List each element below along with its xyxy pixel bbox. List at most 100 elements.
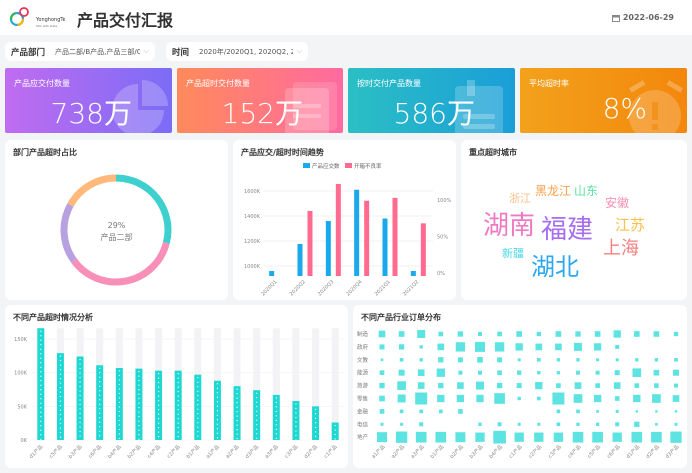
heatmap-cell[interactable]	[595, 422, 600, 426]
heatmap-cell[interactable]	[535, 343, 543, 351]
word-5[interactable]: 安徽	[605, 196, 630, 210]
heatmap-cell[interactable]	[458, 409, 463, 414]
heatmap-cell[interactable]	[415, 392, 428, 405]
heatmap-cell[interactable]	[574, 382, 582, 389]
heatmap-cell[interactable]	[575, 331, 581, 337]
heatmap-cell[interactable]	[457, 357, 463, 363]
bar-defect-rate[interactable]	[307, 210, 313, 276]
legend-label[interactable]: 开箱不良率	[354, 162, 382, 170]
heatmap-cell[interactable]	[576, 358, 580, 362]
word-8[interactable]: 浙江	[509, 192, 531, 205]
word-0[interactable]: 湖南	[483, 211, 536, 241]
bar-defect-rate[interactable]	[420, 223, 426, 276]
heatmap-cell[interactable]	[379, 344, 385, 350]
heatmap-cell[interactable]	[596, 358, 600, 362]
heatmap-cell[interactable]	[494, 393, 505, 404]
bar[interactable]	[76, 356, 84, 440]
heatmap-cell[interactable]	[655, 422, 658, 426]
heatmap-cell[interactable]	[517, 370, 522, 375]
heatmap-cell[interactable]	[536, 357, 541, 362]
heatmap-cell[interactable]	[517, 396, 521, 401]
heatmap-cell[interactable]	[653, 331, 660, 337]
heatmap-cell[interactable]	[497, 422, 502, 427]
heatmap-cell[interactable]	[673, 369, 679, 376]
heatmap-cell[interactable]	[534, 432, 544, 442]
heatmap-cell[interactable]	[380, 422, 384, 426]
heatmap-cell[interactable]	[455, 342, 466, 352]
heatmap-cell[interactable]	[438, 382, 444, 389]
donut-slice[interactable]	[115, 174, 172, 244]
heatmap-cell[interactable]	[655, 410, 658, 413]
heatmap-cell[interactable]	[397, 381, 406, 390]
heatmap-cell[interactable]	[417, 330, 426, 338]
heatmap-cell[interactable]	[419, 358, 423, 362]
heatmap-cell[interactable]	[593, 394, 602, 403]
heatmap-cell[interactable]	[615, 344, 620, 349]
heatmap-cell[interactable]	[397, 394, 406, 403]
heatmap-cell[interactable]	[595, 370, 600, 375]
heatmap-cell[interactable]	[651, 431, 662, 443]
heatmap-cell[interactable]	[377, 432, 387, 443]
heatmap-cell[interactable]	[438, 409, 443, 414]
bar-deliveries[interactable]	[325, 221, 331, 276]
heatmap-cell[interactable]	[552, 392, 565, 405]
bar[interactable]	[194, 374, 202, 440]
heatmap-cell[interactable]	[476, 381, 484, 390]
heatmap-cell[interactable]	[419, 409, 424, 414]
heatmap-cell[interactable]	[633, 394, 641, 403]
heatmap-cell[interactable]	[379, 382, 385, 389]
heatmap-cell[interactable]	[517, 422, 521, 426]
heatmap-cell[interactable]	[478, 370, 482, 375]
heatmap-cell[interactable]	[556, 422, 561, 427]
heatmap-cell[interactable]	[674, 357, 678, 362]
heatmap-cell[interactable]	[596, 410, 599, 413]
heatmap-cell[interactable]	[535, 381, 543, 390]
heatmap-cell[interactable]	[614, 370, 620, 376]
heatmap-cell[interactable]	[536, 396, 541, 401]
heatmap-cell[interactable]	[477, 356, 483, 363]
heatmap-cell[interactable]	[435, 431, 447, 443]
bar-defect-rate[interactable]	[364, 200, 370, 276]
legend-label[interactable]: 产品应交数	[312, 162, 340, 170]
heatmap-cell[interactable]	[497, 370, 502, 376]
heatmap-cell[interactable]	[475, 341, 485, 352]
heatmap-cell[interactable]	[419, 422, 424, 427]
heatmap-cell[interactable]	[395, 431, 408, 443]
heatmap-cell[interactable]	[556, 371, 561, 375]
donut-slice[interactable]	[67, 174, 117, 207]
heatmap-cell[interactable]	[555, 331, 562, 337]
heatmap-cell[interactable]	[497, 331, 502, 337]
heatmap-cell[interactable]	[515, 343, 523, 351]
bar-deliveries[interactable]	[269, 271, 275, 276]
heatmap-cell[interactable]	[613, 382, 621, 389]
chevron-down-icon[interactable]: ⌵	[143, 47, 149, 55]
heatmap-cell[interactable]	[632, 368, 642, 378]
heatmap-cell[interactable]	[537, 422, 541, 426]
donut-slice[interactable]	[71, 241, 170, 286]
heatmap-cell[interactable]	[476, 394, 484, 403]
heatmap-cell[interactable]	[478, 332, 482, 336]
heatmap-cell[interactable]	[516, 331, 523, 337]
heatmap-cell[interactable]	[654, 358, 659, 362]
heatmap-cell[interactable]	[635, 410, 638, 413]
heatmap-cell[interactable]	[456, 394, 465, 403]
heatmap-cell[interactable]	[437, 394, 445, 403]
heatmap-cell[interactable]	[493, 430, 506, 444]
heatmap-cell[interactable]	[516, 383, 522, 389]
word-1[interactable]: 福建	[541, 215, 594, 245]
heatmap-cell[interactable]	[436, 368, 445, 377]
heatmap-cell[interactable]	[674, 383, 678, 388]
heatmap-cell[interactable]	[419, 345, 423, 349]
bar[interactable]	[272, 394, 280, 440]
heatmap-cell[interactable]	[380, 358, 384, 362]
heatmap-cell[interactable]	[556, 383, 561, 388]
chevron-down-icon[interactable]: ⌵	[296, 47, 302, 55]
filter-department[interactable]: 产品部门 产品二部/B产品,产品三部/C ⌵	[5, 42, 155, 61]
bar-deliveries[interactable]	[297, 244, 303, 276]
heatmap-cell[interactable]	[634, 383, 640, 388]
heatmap-cell[interactable]	[398, 369, 405, 376]
heatmap-cell[interactable]	[612, 432, 622, 442]
heatmap-cell[interactable]	[455, 432, 466, 443]
bar[interactable]	[331, 422, 339, 440]
bar-defect-rate[interactable]	[335, 183, 341, 276]
